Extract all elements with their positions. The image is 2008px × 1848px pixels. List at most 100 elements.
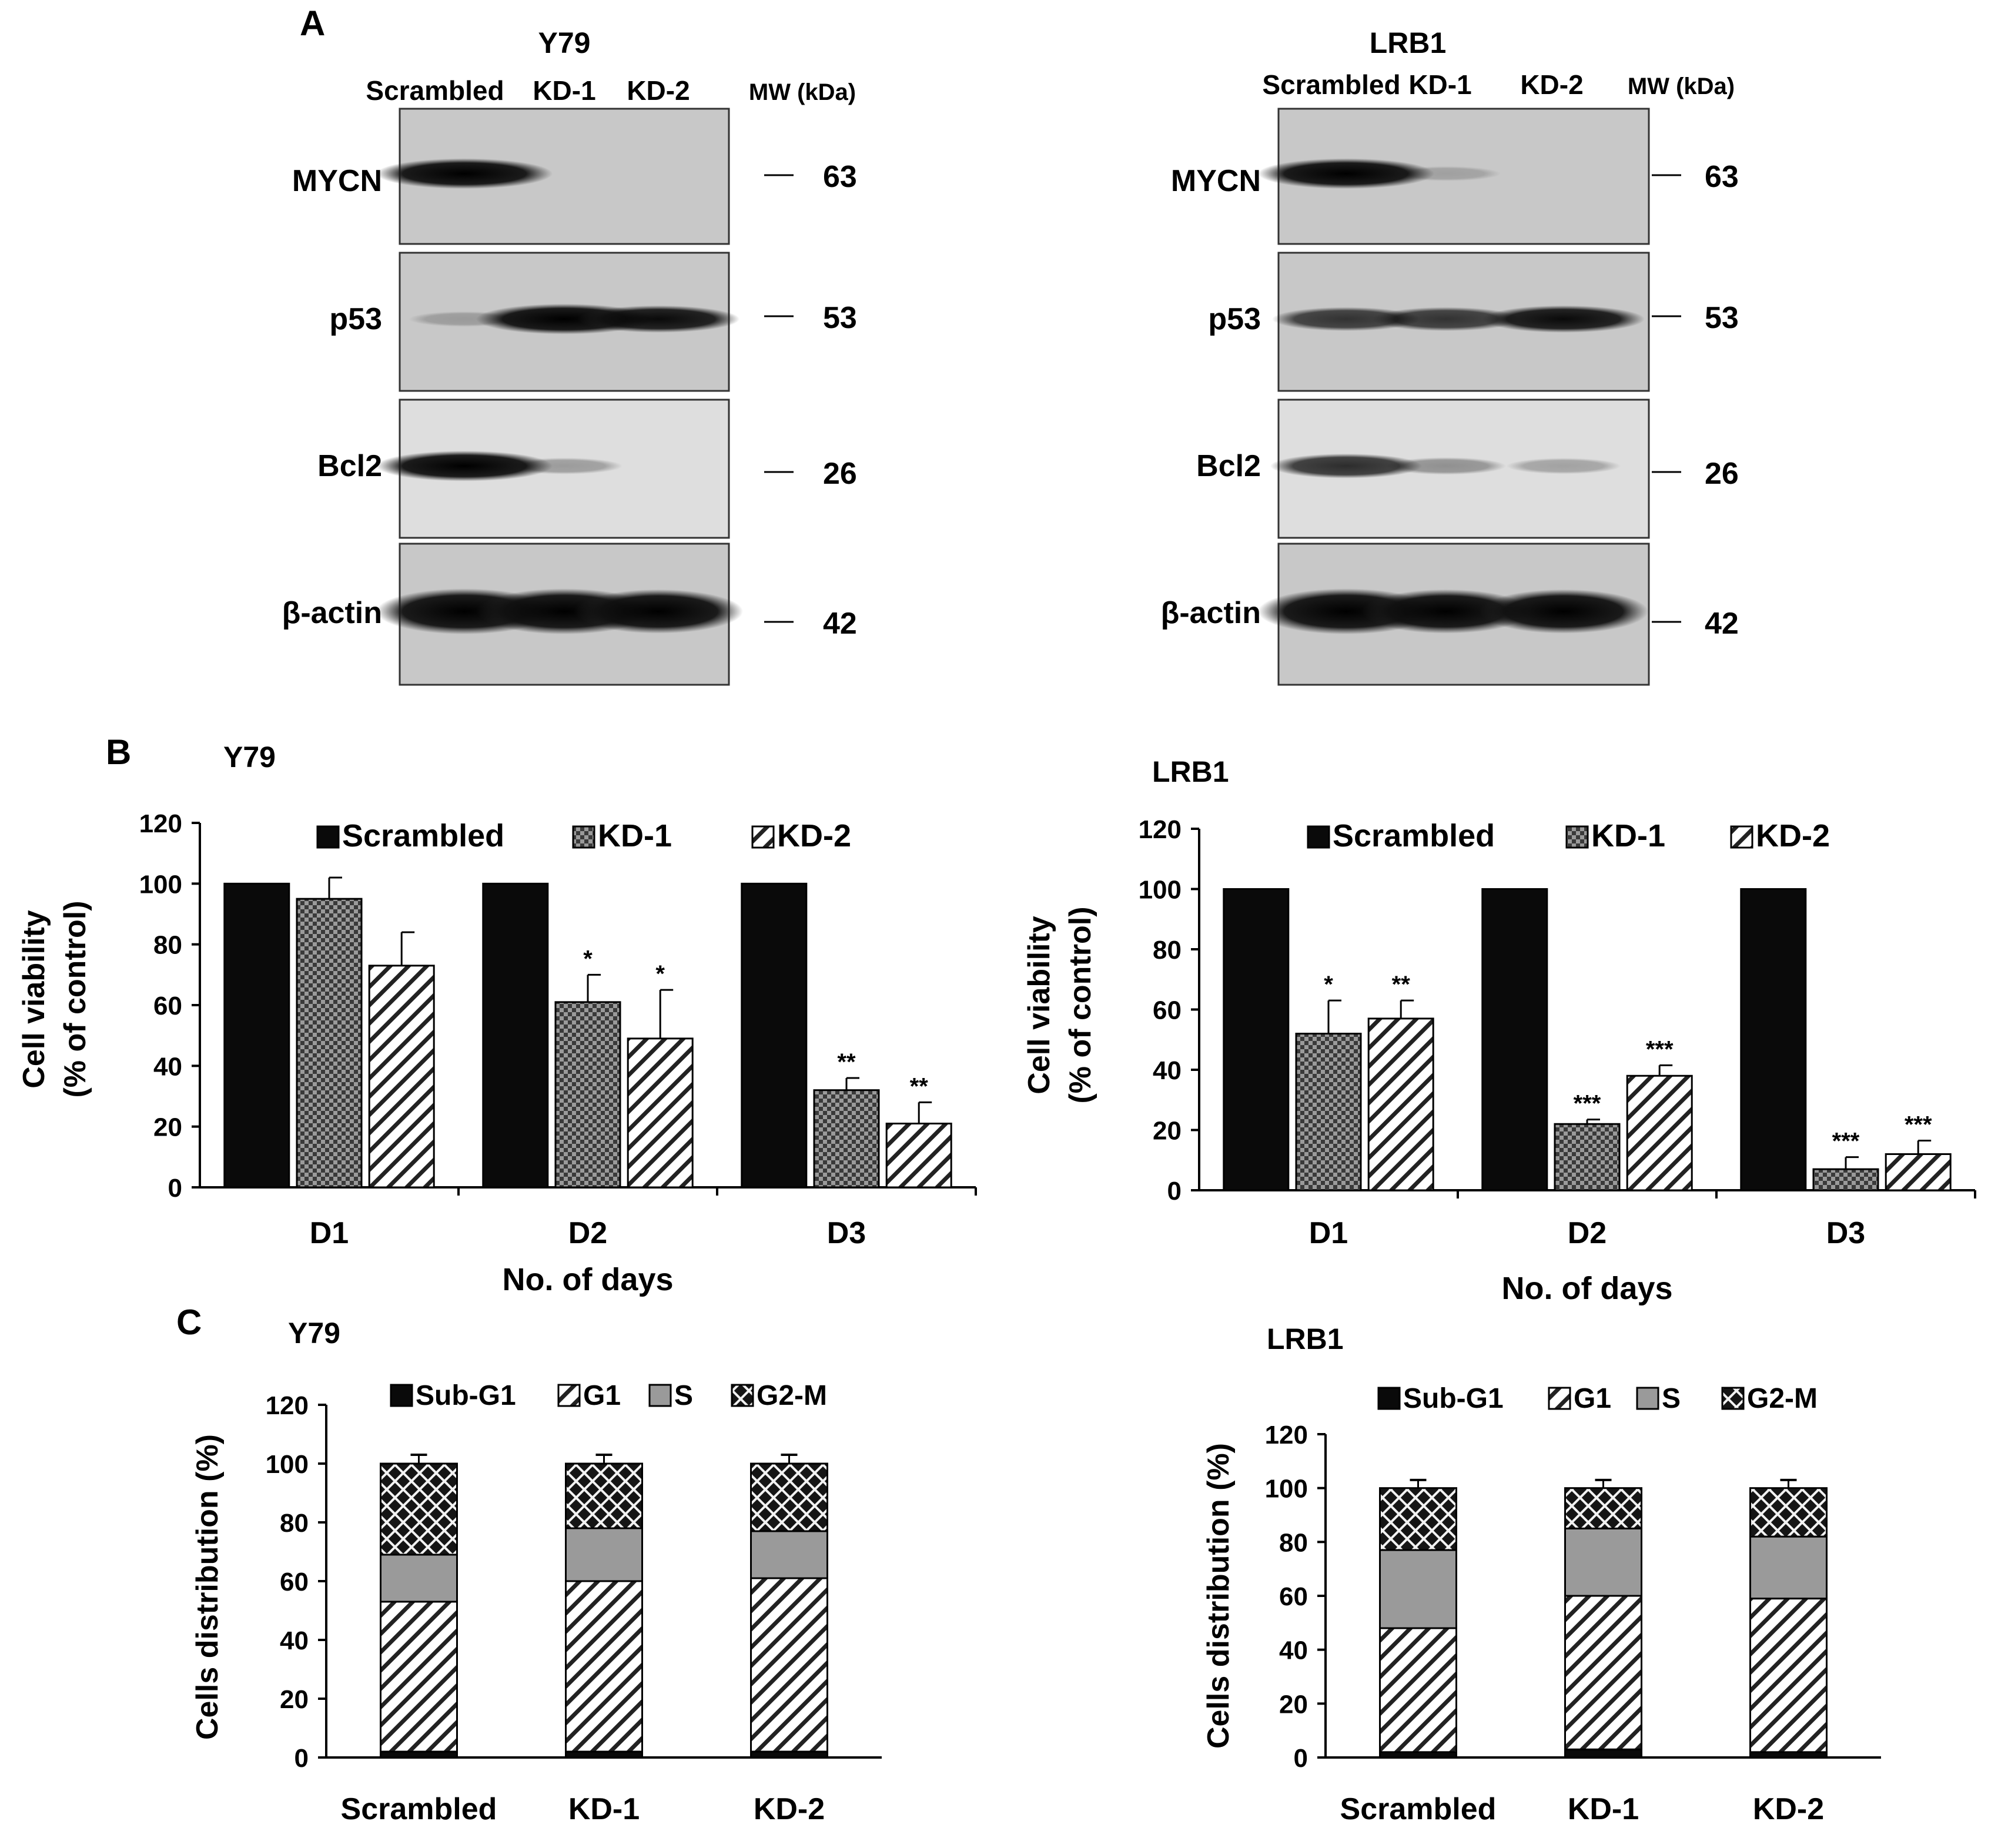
stacked-bar-segment xyxy=(750,1577,828,1753)
stacked-bar-segment xyxy=(750,1462,828,1532)
legend-label: G1 xyxy=(1574,1383,1611,1414)
stacked-bar-segment xyxy=(1564,1527,1642,1597)
western-blot-lrb1: LRB1 Scrambled KD-1 KD-2 MW (kDa) MYCN 63 p53 53… xyxy=(1161,26,1739,686)
band xyxy=(1258,158,1434,189)
legend-label: S xyxy=(674,1380,693,1411)
y-tick-label: 120 xyxy=(266,1391,309,1420)
x-tick-label: Scrambled xyxy=(341,1792,497,1826)
y-tick-label: 120 xyxy=(139,809,182,838)
legend-label: KD-2 xyxy=(777,818,851,853)
protein-label: MYCN xyxy=(292,164,382,198)
legend-label: G2-M xyxy=(1747,1383,1818,1414)
protein-label: p53 xyxy=(1208,302,1261,336)
chart-title: Y79 xyxy=(223,741,276,774)
stacked-bar-segment xyxy=(565,1580,643,1753)
bar xyxy=(1295,1033,1362,1191)
bar xyxy=(627,1037,694,1189)
y-tick-label: 60 xyxy=(1279,1582,1308,1611)
blot-title: LRB1 xyxy=(1370,26,1447,59)
y-axis-label: Cells distribution (%) xyxy=(1202,1443,1236,1749)
legend-label: KD-1 xyxy=(1591,818,1665,853)
stacked-bar-segment xyxy=(750,1530,828,1579)
lane-label: Scrambled xyxy=(1262,69,1400,100)
y-tick-label: 60 xyxy=(153,992,182,1020)
legend-swatch xyxy=(1730,825,1753,849)
y-axis-label: (% of control) xyxy=(58,900,92,1097)
protein-label: Bcl2 xyxy=(317,449,382,483)
x-tick-label: KD-2 xyxy=(754,1792,825,1826)
x-tick-label: D3 xyxy=(827,1216,866,1250)
mw-label: 42 xyxy=(1705,607,1739,641)
bar xyxy=(223,882,290,1189)
legend-swatch xyxy=(1565,825,1589,849)
band xyxy=(1391,166,1501,182)
y-axis-label: Cell viability xyxy=(17,910,51,1089)
mw-header: MW (kDa) xyxy=(1628,73,1735,99)
stacked-bar-segment xyxy=(1749,1487,1828,1538)
lane-label: KD-2 xyxy=(1520,69,1583,100)
protein-label: β-actin xyxy=(1161,596,1261,630)
stacked-bar-segment xyxy=(1564,1748,1642,1759)
bar xyxy=(741,882,808,1189)
legend-swatch xyxy=(731,1384,754,1407)
x-tick-label: D1 xyxy=(1309,1216,1348,1250)
stacked-bar-segment xyxy=(1379,1627,1457,1753)
y-tick-label: 80 xyxy=(280,1509,309,1538)
band xyxy=(1479,589,1648,634)
significance-label: * xyxy=(1324,972,1333,997)
legend-swatch xyxy=(1721,1387,1745,1410)
x-tick-label: D2 xyxy=(568,1216,607,1250)
mw-label: 53 xyxy=(1705,301,1739,335)
band xyxy=(1270,453,1422,478)
protein-label: MYCN xyxy=(1171,164,1261,198)
legend-label: Sub-G1 xyxy=(416,1380,516,1411)
legend-swatch xyxy=(1548,1387,1571,1410)
stacked-bar-segment xyxy=(565,1527,643,1582)
stacked-bar-segment xyxy=(1749,1535,1828,1600)
legend-label: Scrambled xyxy=(1333,818,1495,853)
y-tick-label: 100 xyxy=(1265,1475,1308,1504)
y-tick-label: 20 xyxy=(1279,1690,1308,1719)
band xyxy=(1386,457,1506,475)
x-tick-label: KD-1 xyxy=(568,1792,640,1826)
legend-label: Sub-G1 xyxy=(1403,1383,1504,1414)
bar xyxy=(1481,888,1548,1191)
bar xyxy=(1223,888,1290,1191)
x-tick-label: KD-2 xyxy=(1753,1792,1824,1826)
stacked-bar-segment xyxy=(1749,1598,1828,1753)
panel-label-a: A xyxy=(300,4,325,43)
band xyxy=(376,158,553,189)
protein-label: β-actin xyxy=(282,596,382,630)
x-axis-label: No. of days xyxy=(502,1262,673,1297)
y-tick-label: 20 xyxy=(280,1685,309,1714)
legend-swatch xyxy=(557,1384,581,1407)
western-blot-y79: Y79 Scrambled KD-1 KD-2 MW (kDa) MYCN 63 p53 53 B… xyxy=(282,26,857,686)
y-axis-label: Cell viability xyxy=(1022,916,1056,1094)
y-tick-label: 100 xyxy=(266,1450,309,1479)
significance-label: *** xyxy=(1905,1112,1932,1137)
mw-label: 63 xyxy=(823,160,857,194)
band xyxy=(1506,458,1621,474)
legend-label: S xyxy=(1662,1383,1681,1414)
x-tick-label: D1 xyxy=(310,1216,349,1250)
significance-label: ** xyxy=(837,1049,856,1075)
mw-label: 53 xyxy=(823,301,857,335)
x-tick-label: D3 xyxy=(1826,1216,1865,1250)
mw-label: 26 xyxy=(1705,457,1739,491)
y-tick-label: 60 xyxy=(280,1568,309,1596)
bar xyxy=(1554,1123,1621,1191)
lane-label: Scrambled xyxy=(366,75,504,106)
band xyxy=(1361,589,1531,634)
significance-label: *** xyxy=(1646,1036,1674,1062)
y-tick-label: 0 xyxy=(1167,1177,1182,1206)
lane-label: KD-1 xyxy=(533,75,595,106)
legend-swatch xyxy=(648,1384,672,1407)
x-tick-label: Scrambled xyxy=(1340,1792,1497,1826)
bar xyxy=(1626,1074,1693,1191)
band xyxy=(577,305,739,333)
bar xyxy=(885,1123,952,1189)
legend-label: KD-1 xyxy=(598,818,672,853)
y-tick-label: 20 xyxy=(153,1113,182,1142)
blot-title: Y79 xyxy=(538,26,591,59)
legend-label: G1 xyxy=(583,1380,621,1411)
